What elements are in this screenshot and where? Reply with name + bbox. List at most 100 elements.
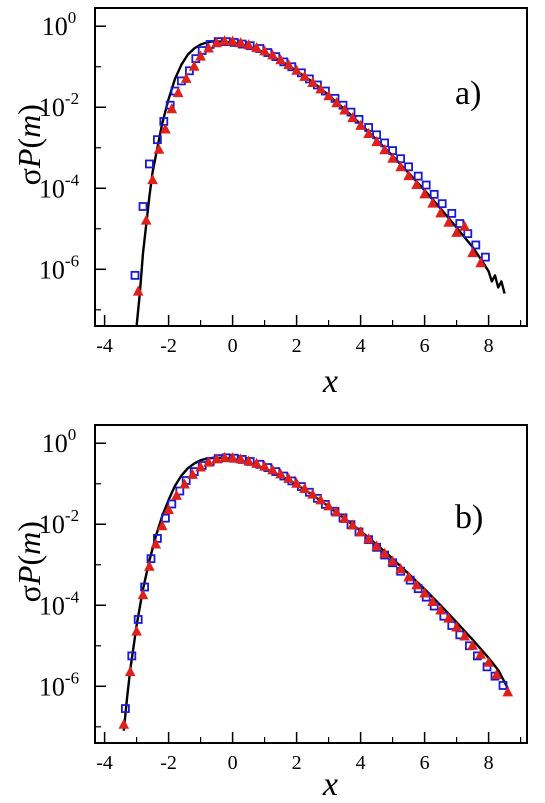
data-point-triangle — [219, 35, 230, 46]
data-point-triangle — [467, 639, 478, 650]
data-point-triangle — [379, 144, 390, 155]
data-point-square — [167, 499, 177, 509]
data-point-triangle — [363, 127, 374, 138]
panel-a: -4 -2 0 2 4 6 8 100 10-2 10-4 10-6 a) x σP(m) — [11, 7, 528, 400]
data-point-triangle — [259, 460, 270, 471]
x-tick-label: -2 — [160, 335, 177, 357]
data-point-triangle — [339, 104, 350, 115]
data-point-triangle — [283, 472, 294, 483]
data-point-triangle — [203, 42, 214, 53]
data-point-triangle — [475, 257, 486, 268]
y-axis-label-close-paren: ) — [11, 521, 47, 532]
plot-area — [130, 35, 506, 326]
data-point-triangle — [195, 50, 206, 61]
data-point-triangle — [315, 494, 326, 505]
data-point-square — [133, 615, 143, 624]
plot-content — [118, 451, 514, 731]
data-point-triangle — [211, 453, 222, 464]
data-point-triangle — [243, 455, 254, 466]
data-point-triangle — [124, 666, 136, 677]
data-point-triangle — [171, 489, 182, 500]
data-point-triangle — [331, 97, 342, 108]
data-point-square — [413, 171, 423, 181]
data-point-triangle — [188, 60, 200, 71]
x-tick-label: 2 — [292, 752, 302, 774]
data-point-triangle — [371, 540, 382, 551]
data-point-triangle — [315, 83, 326, 94]
y-tick-label: 10-4 — [39, 587, 80, 620]
data-point-triangle — [163, 504, 174, 515]
data-point-square — [127, 651, 137, 661]
data-point-triangle — [411, 178, 422, 190]
data-point-triangle — [118, 718, 130, 729]
panel-label: b) — [455, 499, 483, 536]
data-point-triangle — [235, 37, 246, 48]
data-point-triangle — [180, 72, 192, 83]
data-point-triangle — [323, 90, 334, 101]
ticks — [95, 25, 522, 326]
data-point-triangle — [195, 461, 206, 472]
data-point-square — [159, 117, 169, 126]
data-point-square — [130, 270, 140, 280]
data-point-square — [138, 202, 148, 211]
data-point-triangle — [467, 247, 478, 258]
data-point-triangle — [339, 512, 350, 523]
y-axis-label-sigma: σ — [11, 585, 47, 602]
y-tick-label: 10-4 — [39, 170, 80, 203]
data-point-triangle — [299, 482, 310, 494]
data-point-triangle — [291, 477, 302, 488]
data-point-triangle — [435, 604, 446, 615]
data-point-triangle — [347, 112, 358, 123]
data-point-square — [160, 513, 170, 523]
data-point-triangle — [419, 188, 430, 199]
data-point-square — [121, 704, 130, 713]
x-tick-label: -2 — [160, 752, 177, 774]
data-point-triangle — [403, 170, 414, 181]
y-axis-label-p: P — [11, 149, 47, 170]
x-tick-label: 6 — [420, 335, 430, 357]
data-point-triangle — [283, 59, 294, 70]
data-point-square — [421, 180, 431, 190]
y-tick-label: 100 — [42, 8, 77, 41]
data-point-triangle — [395, 161, 406, 172]
tick-labels: -4 -2 0 2 4 6 8 100 10-2 10-4 10-6 — [39, 425, 494, 774]
data-point-triangle — [475, 648, 486, 659]
data-point-triangle — [211, 37, 222, 48]
data-point-triangle — [267, 49, 278, 60]
data-point-triangle — [427, 595, 438, 607]
data-point-triangle — [307, 488, 318, 499]
data-point-triangle — [137, 589, 149, 600]
data-point-square — [152, 135, 162, 145]
x-tick-label: 0 — [228, 752, 238, 774]
y-tick-label: 10-2 — [39, 89, 79, 122]
x-tick-label: -4 — [96, 752, 113, 774]
y-tick-label: 10-6 — [39, 251, 79, 284]
data-point-triangle — [459, 630, 470, 641]
data-point-triangle — [443, 216, 454, 227]
data-point-triangle — [347, 519, 358, 530]
y-axis-label: σP(m) — [11, 521, 47, 602]
data-point-triangle — [172, 87, 184, 98]
data-point-triangle — [275, 54, 286, 65]
data-point-triangle — [243, 39, 254, 50]
y-axis-label-open-paren: ( — [11, 555, 47, 566]
data-point-triangle — [227, 35, 238, 46]
data-point-triangle — [259, 45, 270, 56]
data-point-triangle — [443, 612, 454, 623]
data-point-triangle — [379, 547, 390, 558]
data-point-square — [437, 199, 447, 209]
data-point-triangle — [203, 456, 214, 467]
plot-frame — [94, 7, 528, 327]
x-tick-label: 4 — [356, 335, 366, 357]
y-tick-label: 10-2 — [39, 506, 79, 539]
data-point-triangle — [451, 226, 462, 237]
data-point-triangle — [150, 538, 162, 549]
x-tick-label: 0 — [228, 335, 238, 357]
data-point-triangle — [323, 500, 334, 511]
y-axis-label-m: m — [11, 115, 47, 138]
y-axis-label: σP(m) — [11, 104, 47, 185]
y-axis-label-open-paren: ( — [11, 138, 47, 149]
data-point-triangle — [140, 214, 152, 225]
